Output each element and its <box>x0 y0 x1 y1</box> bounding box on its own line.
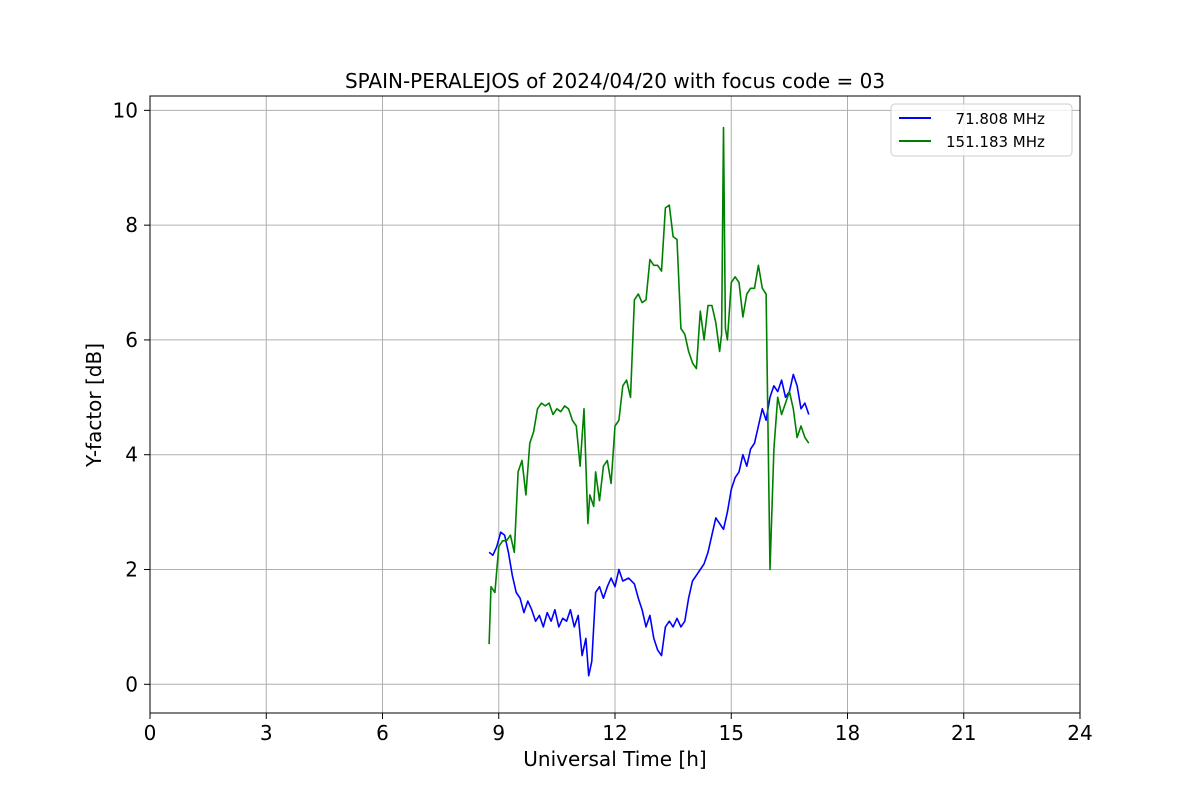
x-axis-label: Universal Time [h] <box>523 747 706 771</box>
x-tick-label: 21 <box>951 721 976 745</box>
y-tick-label: 2 <box>125 558 138 582</box>
legend: 71.808 MHz 151.183 MHz <box>890 103 1073 157</box>
x-tick-label: 24 <box>1067 721 1092 745</box>
series-line-71mhz <box>488 373 810 677</box>
x-tick-label: 12 <box>602 721 627 745</box>
y-axis-label: Y-factor [dB] <box>82 343 106 468</box>
x-tick-label: 3 <box>260 721 273 745</box>
legend-label-151mhz: 151.183 MHz <box>946 133 1045 151</box>
y-tick-label: 6 <box>125 328 138 352</box>
y-tick-label: 0 <box>125 672 138 696</box>
x-tick-label: 18 <box>835 721 860 745</box>
chart-title: SPAIN-PERALEJOS of 2024/04/20 with focus… <box>345 69 885 93</box>
x-tick-label: 6 <box>376 721 389 745</box>
series-group <box>488 126 810 677</box>
x-tick-label: 15 <box>719 721 744 745</box>
legend-box <box>890 103 1073 157</box>
y-tick-label: 10 <box>113 98 138 122</box>
series-line-151mhz <box>488 126 810 645</box>
legend-label-71mhz: 71.808 MHz <box>946 110 1045 128</box>
x-tick-label: 9 <box>492 721 505 745</box>
y-tick-label: 4 <box>125 443 138 467</box>
y-tick-label: 8 <box>125 213 138 237</box>
x-tick-label: 0 <box>144 721 157 745</box>
